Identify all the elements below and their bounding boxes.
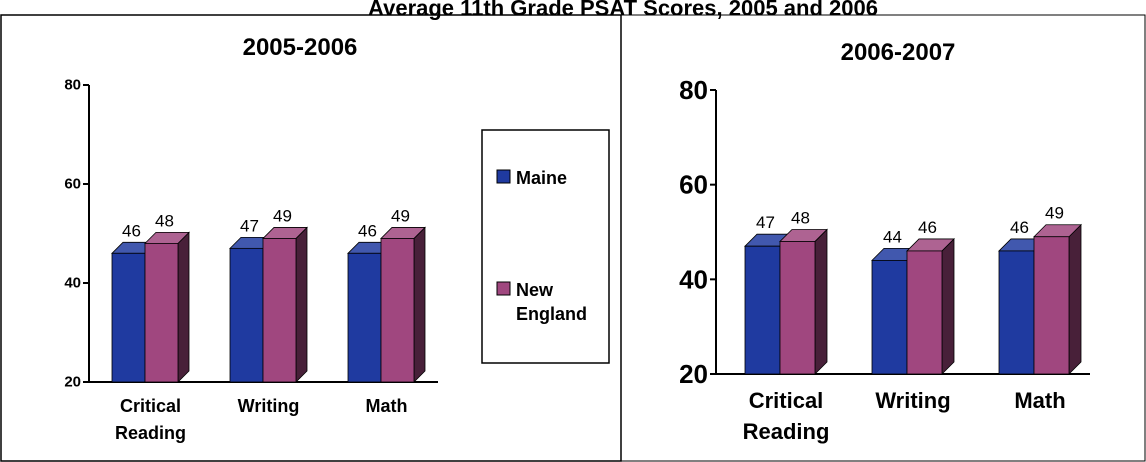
data-label: 44 bbox=[883, 227, 902, 246]
bar bbox=[229, 247, 264, 383]
y-tick-label: 40 bbox=[64, 275, 81, 292]
legend-swatch bbox=[496, 281, 511, 296]
bar bbox=[380, 238, 415, 383]
x-tick-label: Critical Reading bbox=[743, 388, 830, 444]
bar bbox=[744, 245, 781, 375]
y-tick-label: 80 bbox=[679, 75, 708, 105]
bar bbox=[998, 250, 1035, 375]
bar bbox=[779, 241, 816, 375]
legend-label: New England bbox=[516, 280, 587, 324]
data-label: 46 bbox=[918, 218, 937, 237]
legend: Maine New England bbox=[481, 129, 610, 364]
data-label: 49 bbox=[1045, 204, 1064, 223]
y-tick-label: 20 bbox=[679, 359, 708, 389]
data-label: 47 bbox=[756, 213, 775, 232]
bar bbox=[1033, 236, 1070, 375]
y-tick-label: 80 bbox=[64, 77, 81, 94]
x-tick-label: Critical Reading bbox=[115, 396, 186, 443]
x-tick-label: Math bbox=[1014, 388, 1065, 413]
bar bbox=[144, 242, 179, 383]
chart-2005-2006: 2005-2006 20 40 60 80 46 48 Critical Reading 47 49… bbox=[64, 34, 438, 443]
bar bbox=[906, 250, 943, 375]
legend-swatch bbox=[496, 169, 511, 184]
legend-label: Maine bbox=[516, 168, 567, 188]
bar bbox=[347, 252, 382, 383]
bar-side bbox=[941, 237, 955, 375]
data-label: 48 bbox=[791, 208, 810, 227]
data-label: 48 bbox=[155, 211, 174, 230]
x-tick-label: Writing bbox=[238, 396, 300, 416]
chart-title: 2005-2006 bbox=[243, 34, 358, 61]
figure-title: Average 11th Grade PSAT Scores, 2005 and… bbox=[368, 0, 878, 21]
bar-side bbox=[1068, 223, 1082, 375]
chart-2006-2007: 2006-2007 20 40 60 80 47 48 Critical Reading 44 46… bbox=[679, 39, 1090, 444]
bar-side bbox=[814, 228, 828, 375]
bar bbox=[111, 252, 146, 383]
data-label: 46 bbox=[1010, 218, 1029, 237]
data-label: 46 bbox=[358, 221, 377, 240]
data-label: 49 bbox=[273, 206, 292, 225]
y-tick-label: 40 bbox=[679, 264, 708, 294]
x-tick-label: Math bbox=[366, 396, 408, 416]
y-tick-label: 20 bbox=[64, 374, 81, 391]
bar bbox=[262, 238, 297, 383]
legend-frame bbox=[481, 129, 610, 364]
bar-side bbox=[413, 226, 426, 383]
data-label: 46 bbox=[122, 221, 141, 240]
bar-side bbox=[177, 231, 190, 383]
right-panel-frame bbox=[620, 14, 1146, 462]
y-tick-label: 60 bbox=[679, 170, 708, 200]
x-tick-label: Writing bbox=[875, 388, 950, 413]
chart-title: 2006-2007 bbox=[841, 39, 956, 66]
bar-side bbox=[295, 226, 308, 383]
bar bbox=[871, 259, 908, 375]
data-label: 47 bbox=[240, 216, 259, 235]
y-tick-label: 60 bbox=[64, 176, 81, 193]
data-label: 49 bbox=[391, 206, 410, 225]
